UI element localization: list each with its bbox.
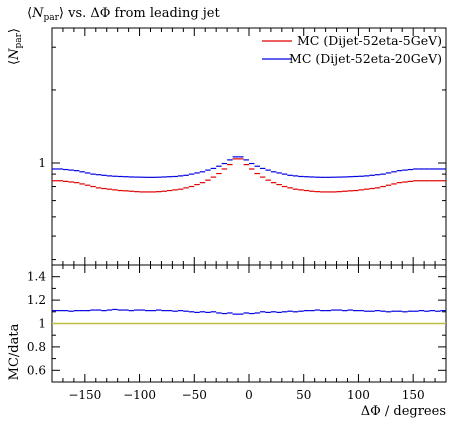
series-1 (52, 156, 446, 178)
title-subscript: par (43, 13, 59, 23)
title-suffix: ⟩ vs. ΔΦ from leading jet (59, 6, 221, 21)
upper-y-axis-label: ⟨Npar⟩ (7, 28, 24, 65)
x-tick-label: 50 (296, 388, 311, 402)
ylabel-prefix: ⟨ (7, 60, 22, 65)
series-2 (52, 308, 446, 315)
x-tick-label: 100 (347, 388, 370, 402)
lower-y-tick-label: 1.2 (27, 293, 46, 307)
series-0 (52, 158, 446, 193)
upper-y-tick-label: 1 (38, 156, 46, 170)
legend-label: MC (Dijet-52eta-20GeV) (289, 51, 442, 66)
lower-y-tick-label: 1.4 (27, 270, 46, 284)
lower-series (52, 308, 446, 325)
lower-y-tick-label: 0.6 (27, 363, 46, 377)
lower-panel: 0.6 0.8 1 1.2 1.4 (27, 264, 447, 383)
legend: MC (Dijet-52eta-5GeV) MC (Dijet-52eta-20G… (262, 33, 442, 66)
chart-title: ⟨Npar⟩ vs. ΔΦ from leading jet (27, 6, 220, 23)
lower-y-tick-label: 1 (38, 317, 46, 331)
upper-ticks: 1 (38, 46, 446, 261)
x-tick-label: −50 (182, 388, 207, 402)
title-prefix: ⟨ (27, 6, 32, 21)
x-tick-label: −150 (68, 388, 101, 402)
x-ticks: −150 −100 −50 0 50 100 150 (51, 28, 447, 402)
upper-panel: 1 MC (Dijet-52eta-5GeV) MC (Dijet-52eta-2… (38, 27, 447, 266)
legend-label: MC (Dijet-52eta-5GeV) (297, 33, 442, 48)
title-symbol: N (31, 6, 44, 21)
x-tick-label: 150 (402, 388, 425, 402)
x-axis-label: ΔΦ / degrees (361, 404, 446, 419)
ylabel-subscript: par (14, 32, 24, 48)
x-tick-label: −100 (123, 388, 156, 402)
ylabel-symbol: N (7, 48, 22, 61)
x-tick-label: 0 (245, 388, 253, 402)
lower-y-tick-label: 0.8 (27, 340, 46, 354)
lower-y-axis-label: MC/data (7, 323, 22, 380)
upper-series (52, 156, 446, 193)
ylabel-suffix: ⟩ (7, 28, 22, 33)
